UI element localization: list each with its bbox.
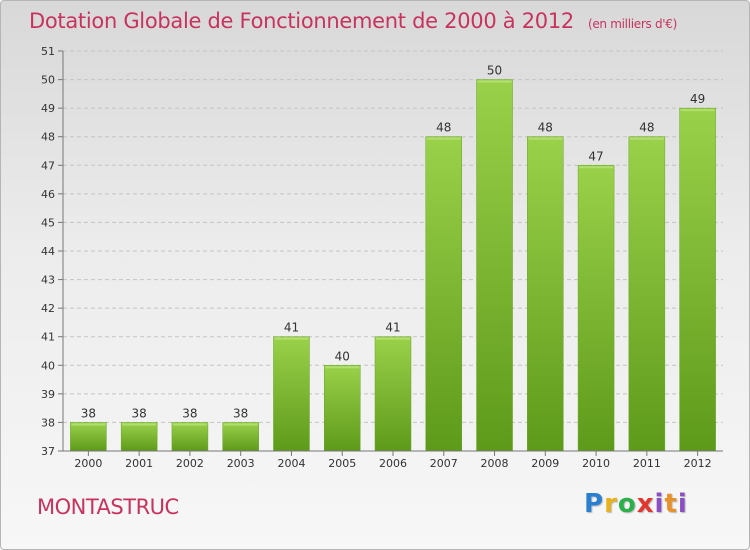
data-label: 50 [487, 64, 502, 78]
bar [70, 422, 107, 452]
bar [171, 422, 209, 452]
data-label: 41 [284, 321, 299, 335]
data-label: 38 [81, 406, 96, 420]
x-tick-label: 2012 [684, 457, 712, 470]
x-tick-label: 2010 [582, 457, 610, 470]
data-label: 38 [182, 406, 197, 420]
data-label: 49 [690, 92, 705, 106]
bar-highlight [629, 137, 664, 140]
bar-highlight [426, 137, 461, 140]
bars: 38 38 38 38 41 40 41 48 50 48 47 48 49 [70, 64, 716, 452]
x-tick-label: 2004 [277, 457, 305, 470]
data-label: 38 [233, 406, 248, 420]
x-tick-label: 2006 [379, 457, 407, 470]
x-tick-label: 2007 [430, 457, 458, 470]
bar-highlight [579, 166, 614, 169]
y-tick-label: 46 [41, 188, 55, 201]
data-label: 48 [639, 121, 654, 135]
bar [527, 136, 564, 452]
bar-highlight [680, 109, 715, 112]
bar-highlight [223, 423, 258, 426]
bar-highlight [71, 423, 106, 426]
y-tick-label: 50 [41, 74, 55, 87]
y-tick-label: 51 [41, 45, 55, 58]
data-label: 47 [588, 149, 603, 163]
data-label: 38 [132, 406, 147, 420]
y-tick-label: 37 [41, 445, 55, 458]
y-tick-label: 48 [41, 131, 55, 144]
data-label: 41 [385, 321, 400, 335]
bar [577, 165, 615, 452]
bar-highlight [528, 137, 563, 140]
x-tick-label: 2009 [531, 457, 559, 470]
x-tick-label: 2002 [176, 457, 204, 470]
bar-highlight [274, 337, 309, 340]
y-tick-label: 39 [41, 388, 55, 401]
bar-highlight [122, 423, 157, 426]
x-tick-label: 2001 [125, 457, 153, 470]
chart-subtitle: (en milliers d'€) [587, 17, 677, 31]
data-label: 48 [538, 121, 553, 135]
y-tick-label: 40 [41, 359, 55, 372]
y-tick-label: 47 [41, 159, 55, 172]
bar [273, 336, 310, 452]
bar-highlight [325, 366, 360, 369]
bar-highlight [477, 80, 512, 83]
commune-name: MONTASTRUC [37, 495, 179, 519]
proxiti-logo: Proxiti [584, 489, 688, 519]
x-tick-label: 2011 [633, 457, 661, 470]
y-tick-label: 45 [41, 216, 55, 229]
bar [628, 136, 666, 452]
data-label: 48 [436, 121, 451, 135]
bar [374, 336, 412, 452]
x-tick-label: 2000 [74, 457, 102, 470]
x-tick-label: 2005 [328, 457, 356, 470]
y-tick-label: 41 [41, 331, 55, 344]
bar-highlight [376, 337, 410, 340]
y-tick-label: 43 [41, 274, 55, 287]
bar [222, 422, 259, 452]
bar [425, 136, 463, 452]
bar-highlight [172, 423, 207, 426]
y-tick-label: 38 [41, 416, 55, 429]
bar [120, 422, 158, 452]
bar [476, 79, 513, 452]
bar [679, 107, 716, 452]
data-label: 40 [335, 349, 350, 363]
y-tick-label: 42 [41, 302, 55, 315]
axes: 37 38 39 40 41 42 43 44 45 46 47 48 49 50 51 2000 2001 20… [41, 45, 723, 470]
y-tick-label: 49 [41, 102, 55, 115]
y-tick-label: 44 [41, 245, 55, 258]
bar [323, 365, 361, 452]
chart-title: Dotation Globale de Fonctionnement de 20… [29, 9, 677, 33]
x-tick-label: 2008 [481, 457, 509, 470]
chart-title-text: Dotation Globale de Fonctionnement de 20… [29, 9, 574, 33]
x-tick-label: 2003 [227, 457, 255, 470]
